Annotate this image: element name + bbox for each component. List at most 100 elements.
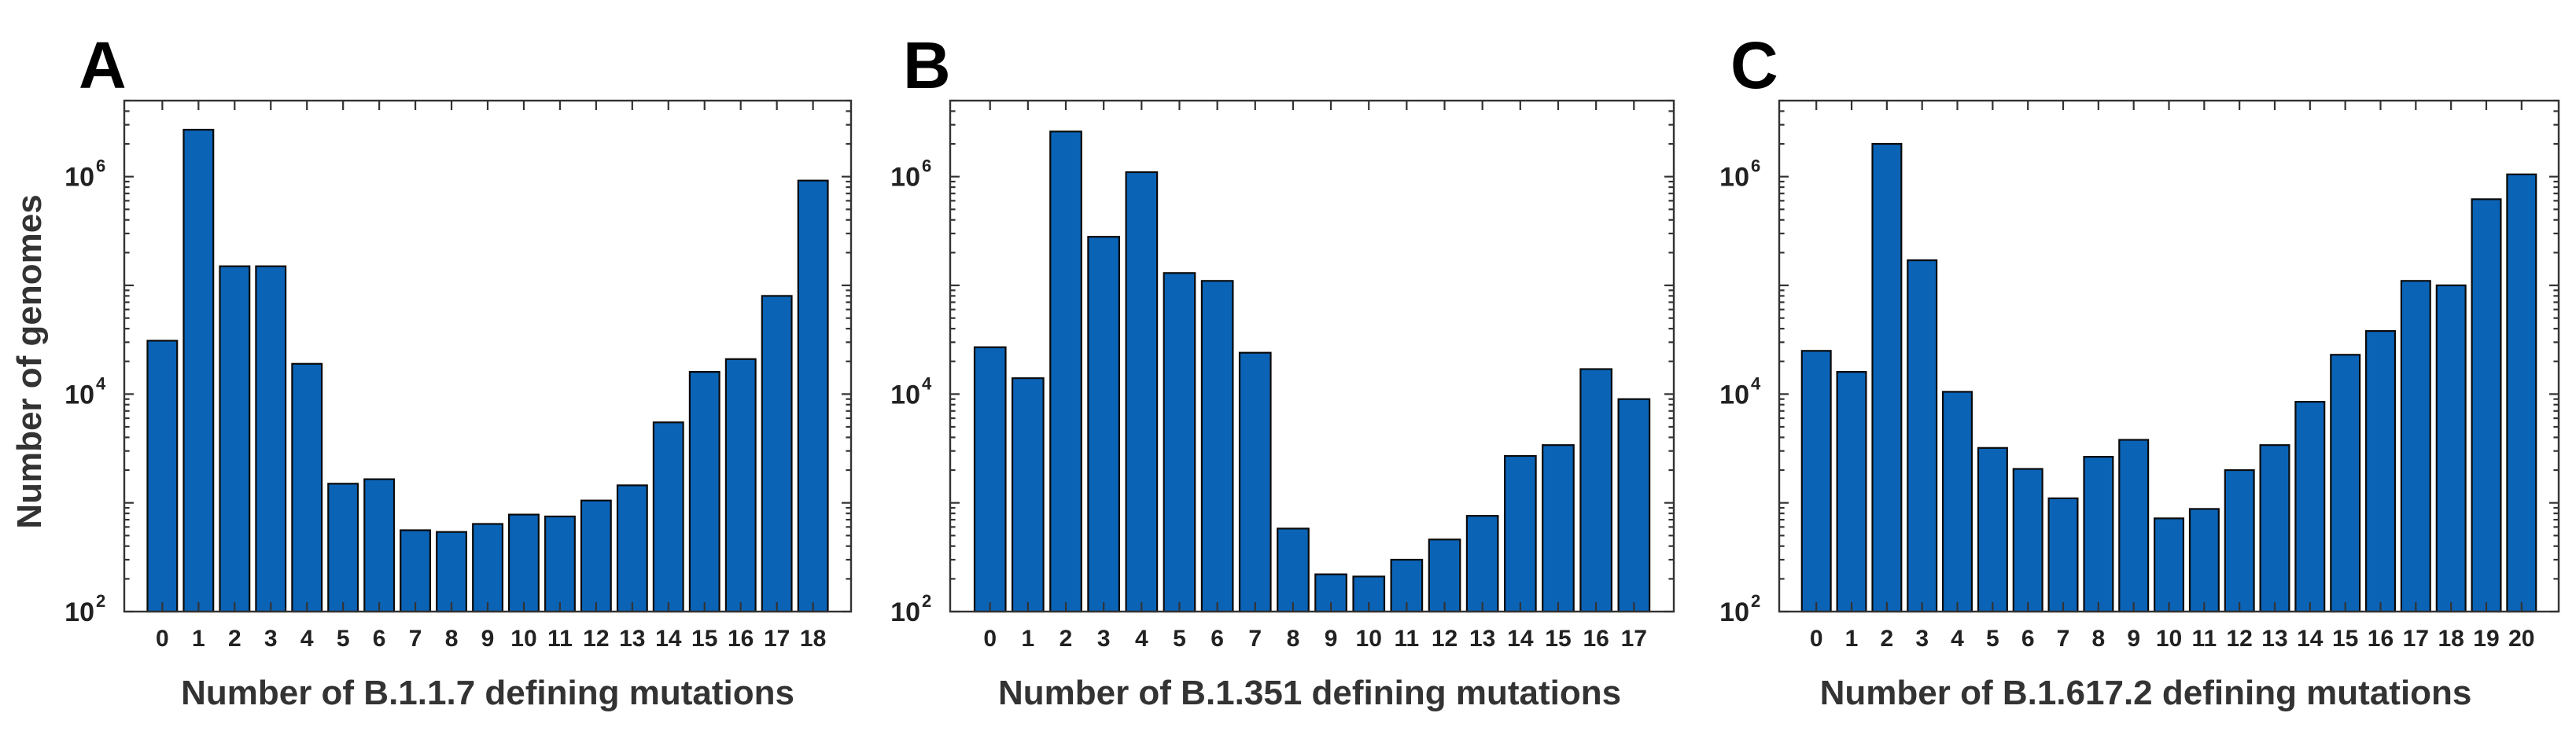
bar-a-8 [436,531,468,613]
x-tick-label-c-17: 17 [2403,626,2429,652]
bar-c-3 [1907,259,1938,613]
x-tick-label-b-9: 9 [1325,626,1338,652]
bar-a-4 [291,362,323,613]
x-tick-label-c-2: 2 [1881,626,1894,652]
x-tick-label-c-16: 16 [2368,626,2394,652]
bar-c-14 [2294,401,2326,613]
bar-a-5 [327,483,359,613]
y-tick-exponent-a-1000000: 6 [96,156,105,176]
y-tick-label-c-100: 10 [1719,597,1749,627]
x-tick-label-a-12: 12 [583,626,609,652]
bar-a-1 [182,128,215,613]
panel-letter-a: A [79,28,127,102]
x-tick-label-b-6: 6 [1211,626,1224,652]
bar-b-12 [1428,538,1461,613]
x-tick-label-b-15: 15 [1545,626,1571,652]
y-tick-exponent-b-1000000: 6 [922,156,931,176]
x-tick-label-a-16: 16 [728,626,754,652]
x-tick-label-a-2: 2 [228,626,241,652]
x-tick-label-b-8: 8 [1287,626,1300,652]
bar-a-6 [363,478,396,613]
y-axis-label: Number of genomes [10,194,49,528]
y-tick-label-a-100: 10 [64,597,94,627]
x-tick-label-c-1: 1 [1845,626,1859,652]
x-tick-label-a-18: 18 [800,626,826,652]
x-tick-label-a-3: 3 [264,626,278,652]
panel-letter-b: B [903,28,951,102]
bar-a-13 [616,484,648,613]
y-tick-label-c-1000000: 10 [1719,163,1749,193]
bar-b-16 [1579,368,1613,613]
bar-c-7 [2047,497,2079,613]
x-tick-label-b-3: 3 [1097,626,1111,652]
x-tick-label-b-12: 12 [1432,626,1458,652]
x-tick-label-a-1: 1 [192,626,205,652]
x-tick-label-b-0: 0 [983,626,997,652]
bar-c-18 [2435,284,2467,613]
bar-b-17 [1617,398,1651,613]
bar-a-12 [580,499,612,613]
x-tick-label-c-15: 15 [2332,626,2358,652]
bar-c-10 [2154,517,2185,613]
bar-b-2 [1049,130,1082,613]
bar-a-10 [507,513,540,613]
bar-c-0 [1800,350,1832,613]
x-tick-label-c-11: 11 [2191,626,2217,652]
bar-a-15 [688,371,720,613]
x-tick-label-b-10: 10 [1356,626,1382,652]
x-tick-label-a-7: 7 [409,626,422,652]
x-tick-label-c-5: 5 [1986,626,1999,652]
bar-a-7 [400,529,432,613]
x-tick-label-c-18: 18 [2438,626,2464,652]
x-tick-label-a-0: 0 [156,626,169,652]
bar-c-20 [2506,173,2537,613]
x-tick-label-b-13: 13 [1469,626,1495,652]
y-tick-exponent-c-100: 2 [1751,591,1760,611]
bar-c-6 [2012,468,2043,613]
x-tick-label-c-6: 6 [2021,626,2035,652]
x-tick-label-c-3: 3 [1915,626,1929,652]
panel-letter-c: C [1730,28,1778,102]
y-tick-label-b-100: 10 [890,597,920,627]
x-tick-label-b-1: 1 [1022,626,1035,652]
bar-a-11 [544,515,576,613]
bar-a-14 [652,421,684,613]
y-tick-exponent-c-10000: 4 [1751,373,1761,393]
x-tick-label-c-14: 14 [2297,626,2324,652]
bar-c-5 [1977,447,2008,613]
bar-c-15 [2330,354,2361,613]
y-tick-exponent-b-100: 2 [922,591,931,611]
bar-b-0 [973,346,1007,613]
x-tick-label-c-10: 10 [2156,626,2182,652]
x-tick-label-a-4: 4 [300,626,314,652]
x-tick-label-c-19: 19 [2473,626,2499,652]
y-tick-label-b-1000000: 10 [890,163,920,193]
x-tick-label-a-6: 6 [373,626,386,652]
y-tick-label-b-10000: 10 [890,380,920,410]
x-tick-label-a-15: 15 [691,626,717,652]
bar-a-16 [724,358,757,613]
x-tick-label-a-11: 11 [547,626,573,652]
bar-c-4 [1942,391,1973,613]
bar-c-19 [2471,198,2502,613]
x-tick-label-c-20: 20 [2508,626,2534,652]
bar-b-13 [1465,515,1499,613]
x-tick-label-b-4: 4 [1135,626,1148,652]
x-tick-label-a-14: 14 [655,626,682,652]
bar-a-17 [761,295,793,613]
y-tick-label-c-10000: 10 [1719,380,1749,410]
x-tick-label-b-14: 14 [1507,626,1534,652]
bar-c-16 [2365,330,2397,613]
bar-c-1 [1836,371,1867,613]
bar-b-6 [1200,280,1234,613]
x-tick-label-b-16: 16 [1583,626,1609,652]
x-tick-label-a-9: 9 [481,626,495,652]
bar-b-8 [1277,527,1310,613]
y-tick-exponent-c-1000000: 6 [1751,156,1760,176]
bar-a-2 [219,265,251,613]
